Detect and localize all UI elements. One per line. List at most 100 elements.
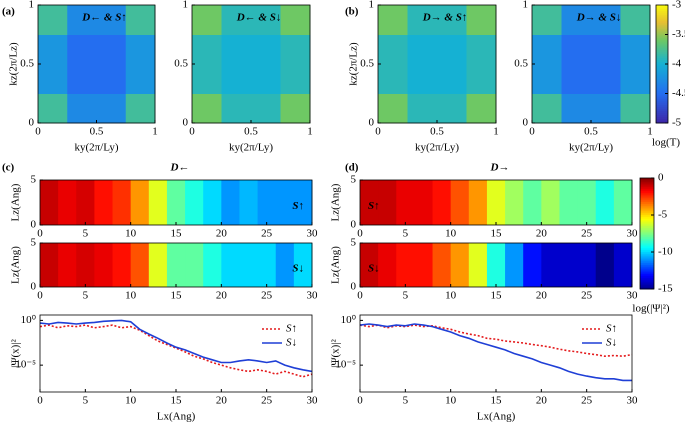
x-tick-label: 15: [491, 290, 503, 302]
colorbar-step: [656, 81, 668, 85]
colorbar-tick-label: -5: [672, 117, 682, 129]
colorbar-step: [640, 263, 654, 266]
y-tick-label: 0.5: [514, 58, 528, 70]
colorbar-step: [656, 16, 668, 20]
x-tick-label: 25: [581, 290, 593, 302]
panel-label: (d): [345, 162, 359, 174]
strip-cell: [239, 180, 259, 225]
heatmap-cell: [437, 93, 467, 124]
colorbar-step: [656, 107, 668, 110]
colorbar-step: [640, 274, 654, 277]
strip-cell: [166, 243, 186, 287]
colorbar-step: [656, 89, 668, 93]
colorbar-step: [656, 103, 668, 106]
y-axis-label: |Ψ(x)|²: [330, 338, 342, 367]
heatmap-cell: [96, 64, 127, 94]
colorbar-step: [640, 250, 654, 253]
strip-cell: [396, 243, 415, 287]
y-tick-label: 1: [183, 0, 189, 11]
x-axis-label: Lx(Ang): [477, 411, 516, 423]
colorbar-tick-label: 0: [658, 172, 664, 184]
colorbar-step: [640, 287, 654, 290]
x-tick-label: 0: [375, 126, 381, 138]
colorbar-step: [640, 179, 654, 183]
heatmap-cell: [96, 5, 127, 35]
x-tick-label: 30: [307, 228, 319, 240]
y-axis-label: Lz(Ang): [10, 246, 22, 284]
x-tick-label: 1: [493, 126, 499, 138]
strip-cell: [559, 180, 579, 225]
heatmap-cell: [280, 34, 311, 65]
heatmap-cell: [280, 5, 311, 35]
strip-cell: [275, 243, 295, 287]
panel: 0 5 10 15 20 25 30 0 5 Lz(Ang) (c) D← S↑: [2, 162, 318, 240]
heatmap-cell: [67, 34, 97, 65]
panel: 0 0.5 1 0 0.5 1 ky(2π/Ly) kz(2π/Lz) (b) D→ & S↑: [345, 0, 499, 154]
colorbar-step: [640, 283, 654, 286]
strip-cell: [112, 243, 132, 287]
y-tick-label: 0: [351, 219, 357, 231]
x-tick-label: 0.5: [90, 126, 104, 138]
colorbar-step: [656, 121, 668, 124]
panel: 0 5 10 15 20 25 30 0 5 Lz(Ang)(d) D→ S↑: [330, 162, 638, 240]
colorbar-step: [656, 97, 668, 100]
y-tick-label: 0.5: [20, 58, 34, 70]
strip-cell: [468, 180, 488, 225]
colorbar-step: [656, 111, 668, 114]
strip-cell: [396, 180, 415, 225]
strip-cell: [523, 180, 542, 225]
panel-title: D←: [170, 162, 190, 174]
colorbar-step: [640, 218, 654, 222]
legend-label: S↑: [606, 323, 617, 335]
colorbar-step: [656, 24, 668, 28]
panel: 0 5 10 15 20 25 30 0 5 Lz(Ang) S↓: [330, 237, 638, 302]
colorbar-step: [640, 240, 654, 244]
series-line: [39, 324, 313, 378]
strip-cell: [239, 243, 259, 287]
strip-cell: [40, 243, 59, 287]
heatmap-cell: [466, 64, 497, 94]
colorbar-step: [640, 276, 654, 279]
panel: -3 -3.5 -4 -4.5 -5 log(T): [652, 0, 685, 149]
colorbar-step: [640, 272, 654, 275]
x-tick-label: 15: [171, 395, 183, 407]
colorbar-step: [640, 248, 654, 251]
colorbar-step: [656, 36, 668, 39]
strip-cell: [94, 243, 114, 287]
colorbar-step: [656, 93, 668, 96]
heatmap-cell: [38, 93, 68, 124]
colorbar-step: [656, 40, 668, 43]
heatmap-cell: [466, 93, 497, 124]
strip-cell: [221, 180, 240, 225]
heatmap-cell: [378, 5, 408, 35]
x-tick-label: 0: [37, 395, 43, 407]
strip-cell: [378, 180, 397, 225]
heatmap-cell: [407, 64, 438, 94]
x-tick-label: 25: [261, 228, 273, 240]
heatmap-cell: [38, 64, 68, 94]
y-tick-label: 0: [369, 117, 375, 129]
colorbar-step: [656, 22, 668, 26]
colorbar-tick-label: -10: [658, 246, 673, 258]
panel: 0 5 10 15 20 25 30 0 5 Lz(Ang) S↓: [10, 237, 318, 302]
panel: S↑ S↓ 0 5 10 15 20 25 30 10⁰ 10⁻⁵ Lx(Ang) |Ψ(x)|²: [330, 314, 638, 423]
strip-cell: [185, 243, 204, 287]
colorbar-step: [640, 198, 654, 201]
colorbar-step: [640, 252, 654, 255]
strip-cell: [257, 243, 277, 287]
strip-cell: [523, 243, 542, 287]
heatmap-cell: [620, 64, 651, 94]
colorbar-step: [656, 91, 668, 94]
x-tick-label: 25: [581, 395, 593, 407]
colorbar-step: [656, 5, 668, 8]
x-tick-label: 0.5: [430, 126, 444, 138]
y-tick-label: 10⁻⁵: [15, 359, 36, 371]
x-tick-label: 15: [491, 395, 503, 407]
heatmap-cell: [192, 34, 222, 65]
strip-cell: [148, 243, 168, 287]
y-axis-label: kz(2π/Lz): [8, 42, 20, 86]
heatmap-cell: [532, 34, 562, 65]
y-tick-label: 10⁰: [341, 314, 357, 326]
colorbar-step: [640, 178, 654, 181]
heatmap-cell: [378, 64, 408, 94]
